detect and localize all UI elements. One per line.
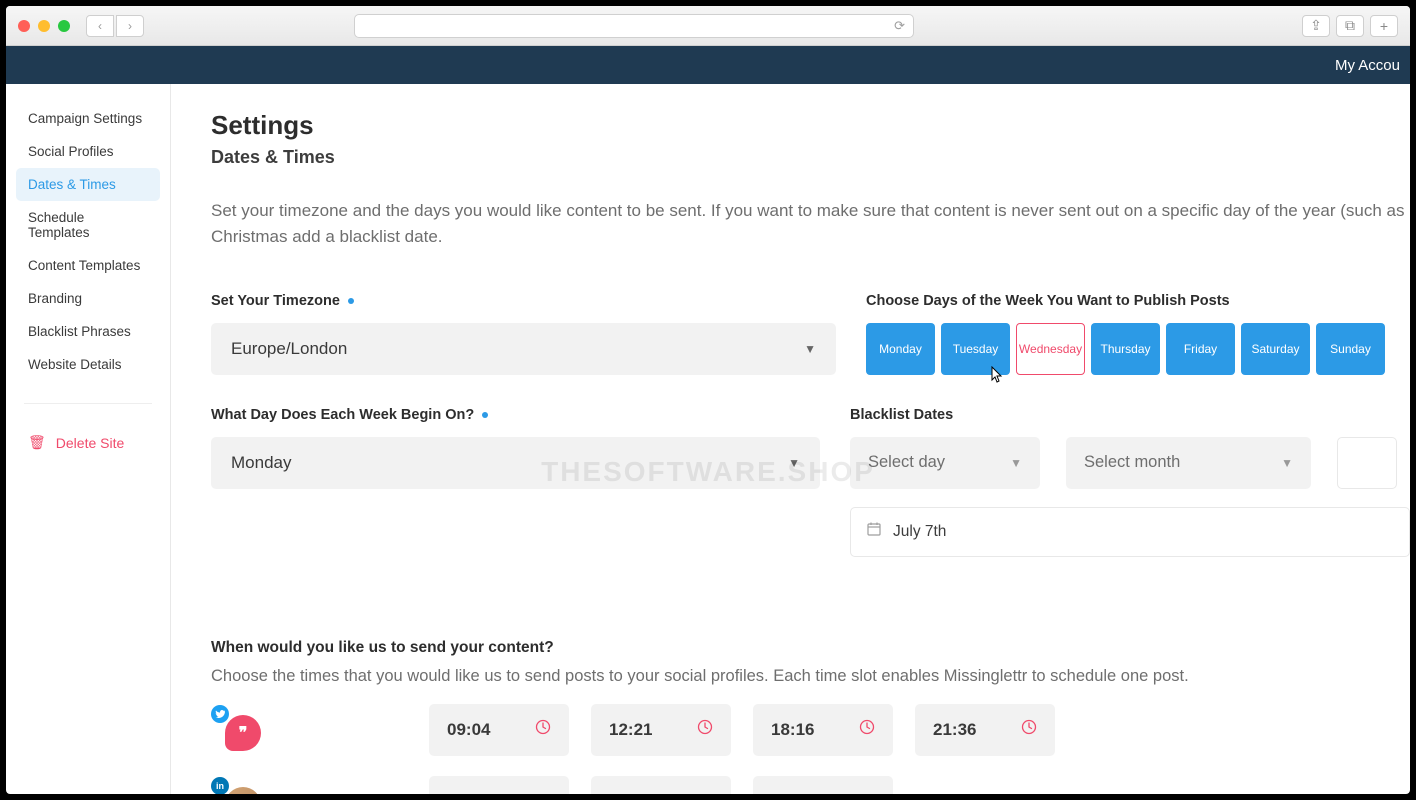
close-window-icon[interactable]: [18, 20, 30, 32]
day-wednesday[interactable]: Wednesday: [1016, 323, 1085, 375]
sidebar-divider: [24, 403, 152, 404]
schedule-row-twitter: ❞ 09:04 12:21: [211, 704, 1410, 756]
trash-icon: 🗑: [28, 434, 46, 451]
page-subtitle: Dates & Times: [211, 147, 1410, 168]
twitter-icon: [211, 705, 229, 723]
blacklist-date-item[interactable]: July 7th: [850, 507, 1410, 557]
caret-down-icon: ▼: [1281, 456, 1293, 470]
blacklist-add-button[interactable]: [1337, 437, 1397, 489]
page-title: Settings: [211, 110, 1410, 141]
caret-down-icon: ▼: [788, 456, 800, 470]
delete-site-button[interactable]: 🗑 Delete Site: [16, 426, 160, 459]
weekstart-value: Monday: [231, 453, 291, 473]
time-slot[interactable]: 09:04: [429, 704, 569, 756]
day-saturday[interactable]: Saturday: [1241, 323, 1310, 375]
blacklist-label: Blacklist Dates: [850, 407, 1410, 423]
sidebar-item-website-details[interactable]: Website Details: [16, 348, 160, 381]
clock-icon: [697, 719, 713, 740]
tabs-button[interactable]: ⧉: [1336, 15, 1364, 37]
social-icon-group: in: [211, 777, 261, 794]
time-slot[interactable]: 21:36: [915, 704, 1055, 756]
browser-window: ‹ › ⟳ ⇪ ⧉ + My Accou Campaign Settings S…: [0, 0, 1416, 800]
traffic-lights: [18, 20, 70, 32]
blacklist-date-label: July 7th: [893, 523, 946, 541]
weekstart-label: What Day Does Each Week Begin On?: [211, 407, 820, 423]
time-slot[interactable]: [591, 776, 731, 794]
time-slot[interactable]: 12:21: [591, 704, 731, 756]
clock-icon: [859, 719, 875, 740]
clock-icon: [535, 719, 551, 740]
new-tab-button[interactable]: +: [1370, 15, 1398, 37]
day-thursday[interactable]: Thursday: [1091, 323, 1160, 375]
app-header: My Accou: [6, 46, 1410, 84]
quote-bubble-icon: ❞: [225, 715, 261, 751]
caret-down-icon: ▼: [804, 342, 816, 356]
nav-buttons: ‹ ›: [86, 15, 144, 37]
day-friday[interactable]: Friday: [1166, 323, 1235, 375]
back-button[interactable]: ‹: [86, 15, 114, 37]
sidebar-item-branding[interactable]: Branding: [16, 282, 160, 315]
schedule-title: When would you like us to send your cont…: [211, 639, 1410, 657]
social-icon-group: ❞: [211, 705, 261, 755]
sidebar-item-schedule-templates[interactable]: Schedule Templates: [16, 201, 160, 249]
required-dot-icon: [482, 412, 488, 418]
day-tuesday[interactable]: Tuesday: [941, 323, 1010, 375]
sidebar-item-blacklist-phrases[interactable]: Blacklist Phrases: [16, 315, 160, 348]
url-bar[interactable]: ⟳: [354, 14, 914, 38]
timezone-value: Europe/London: [231, 339, 347, 359]
clock-icon: [1021, 719, 1037, 740]
calendar-icon: [867, 522, 881, 541]
minimize-window-icon[interactable]: [38, 20, 50, 32]
my-account-link[interactable]: My Accou: [1335, 57, 1400, 74]
sidebar-item-dates-times[interactable]: Dates & Times: [16, 168, 160, 201]
sidebar-item-campaign-settings[interactable]: Campaign Settings: [16, 102, 160, 135]
sidebar: Campaign Settings Social Profiles Dates …: [6, 84, 171, 794]
cursor-icon: [989, 366, 1005, 389]
schedule-row-linkedin: in: [211, 776, 1410, 794]
blacklist-month-select[interactable]: Select month ▼: [1066, 437, 1311, 489]
caret-down-icon: ▼: [1010, 456, 1022, 470]
days-label: Choose Days of the Week You Want to Publ…: [866, 293, 1410, 309]
timezone-select[interactable]: Europe/London ▼: [211, 323, 836, 375]
avatar-icon: [225, 787, 261, 794]
forward-button[interactable]: ›: [116, 15, 144, 37]
linkedin-icon: in: [211, 777, 229, 794]
time-slot[interactable]: 18:16: [753, 704, 893, 756]
time-slot[interactable]: [753, 776, 893, 794]
titlebar-right: ⇪ ⧉ +: [1302, 15, 1398, 37]
schedule-desc: Choose the times that you would like us …: [211, 667, 1410, 686]
time-slot[interactable]: [429, 776, 569, 794]
delete-site-label: Delete Site: [56, 435, 124, 451]
day-sunday[interactable]: Sunday: [1316, 323, 1385, 375]
required-dot-icon: [348, 298, 354, 304]
day-monday[interactable]: Monday: [866, 323, 935, 375]
blacklist-day-select[interactable]: Select day ▼: [850, 437, 1040, 489]
days-of-week: Monday Tuesday Wednesday Thursday Friday…: [866, 323, 1410, 375]
share-button[interactable]: ⇪: [1302, 15, 1330, 37]
sidebar-item-content-templates[interactable]: Content Templates: [16, 249, 160, 282]
page-intro: Set your timezone and the days you would…: [211, 198, 1410, 251]
timezone-label: Set Your Timezone: [211, 293, 836, 309]
weekstart-select[interactable]: Monday ▼: [211, 437, 820, 489]
main-content: Settings Dates & Times Set your timezone…: [171, 84, 1410, 794]
mac-titlebar: ‹ › ⟳ ⇪ ⧉ +: [6, 6, 1410, 46]
sidebar-item-social-profiles[interactable]: Social Profiles: [16, 135, 160, 168]
maximize-window-icon[interactable]: [58, 20, 70, 32]
refresh-icon[interactable]: ⟳: [894, 18, 905, 34]
